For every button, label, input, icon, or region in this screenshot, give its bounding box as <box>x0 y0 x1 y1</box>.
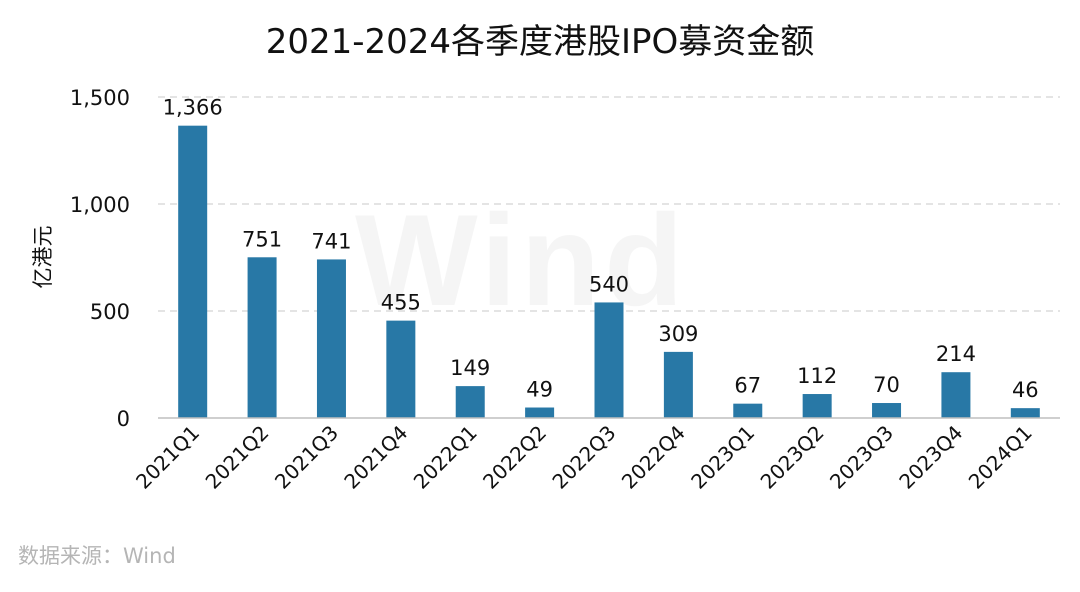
x-tick-label: 2022Q2 <box>478 421 551 494</box>
x-tick-label: 2022Q3 <box>547 421 620 494</box>
data-label: 540 <box>589 272 629 296</box>
x-tick-label: 2023Q1 <box>686 421 759 494</box>
x-tick-label: 2022Q4 <box>617 421 690 494</box>
bar <box>802 394 832 418</box>
x-tick-label: 2024Q1 <box>964 421 1037 494</box>
bar <box>455 386 485 418</box>
bar <box>1010 408 1040 418</box>
x-tick-label: 2021Q1 <box>131 421 204 494</box>
data-label: 67 <box>734 374 761 398</box>
x-axis-ticks: 2021Q12021Q22021Q32021Q42022Q12022Q22022… <box>131 421 1037 494</box>
x-tick-label: 2022Q1 <box>409 421 482 494</box>
bar <box>872 403 902 418</box>
data-label: 70 <box>873 373 900 397</box>
y-tick-label: 0 <box>117 407 130 431</box>
y-axis-ticks: 0 500 1,000 1,500 <box>70 86 130 431</box>
y-tick-label: 1,000 <box>70 193 130 217</box>
x-tick-label: 2021Q4 <box>339 421 412 494</box>
data-label: 309 <box>658 322 698 346</box>
bar <box>663 351 693 418</box>
chart-title: 2021-2024各季度港股IPO募资金额 <box>265 22 815 62</box>
bar <box>941 372 971 418</box>
bar <box>733 403 763 418</box>
data-label: 112 <box>797 364 837 388</box>
bar <box>178 125 208 419</box>
bar <box>316 259 346 418</box>
bar <box>386 320 416 418</box>
data-label: 149 <box>450 356 490 380</box>
data-labels: 1,366 751 741 455 149 49 540 309 67 112 70 214 46 <box>163 96 1039 402</box>
bar <box>525 407 555 418</box>
x-tick-label: 2021Q3 <box>270 421 343 494</box>
bars <box>178 125 1040 419</box>
x-tick-label: 2023Q4 <box>894 421 967 494</box>
data-label: 1,366 <box>163 96 223 120</box>
source-note: 数据来源：Wind <box>18 544 176 568</box>
y-tick-label: 1,500 <box>70 86 130 110</box>
data-label: 455 <box>381 291 421 315</box>
data-label: 46 <box>1012 378 1039 402</box>
y-axis-label: 亿港元 <box>31 226 55 289</box>
x-tick-label: 2023Q2 <box>756 421 829 494</box>
data-label: 49 <box>526 378 553 402</box>
bar <box>247 257 277 418</box>
x-tick-label: 2023Q3 <box>825 421 898 494</box>
y-tick-label: 500 <box>90 300 130 324</box>
data-label: 751 <box>242 227 282 251</box>
bar <box>594 302 624 418</box>
x-tick-label: 2021Q2 <box>201 421 274 494</box>
data-label: 741 <box>311 229 351 253</box>
data-label: 214 <box>936 342 976 366</box>
